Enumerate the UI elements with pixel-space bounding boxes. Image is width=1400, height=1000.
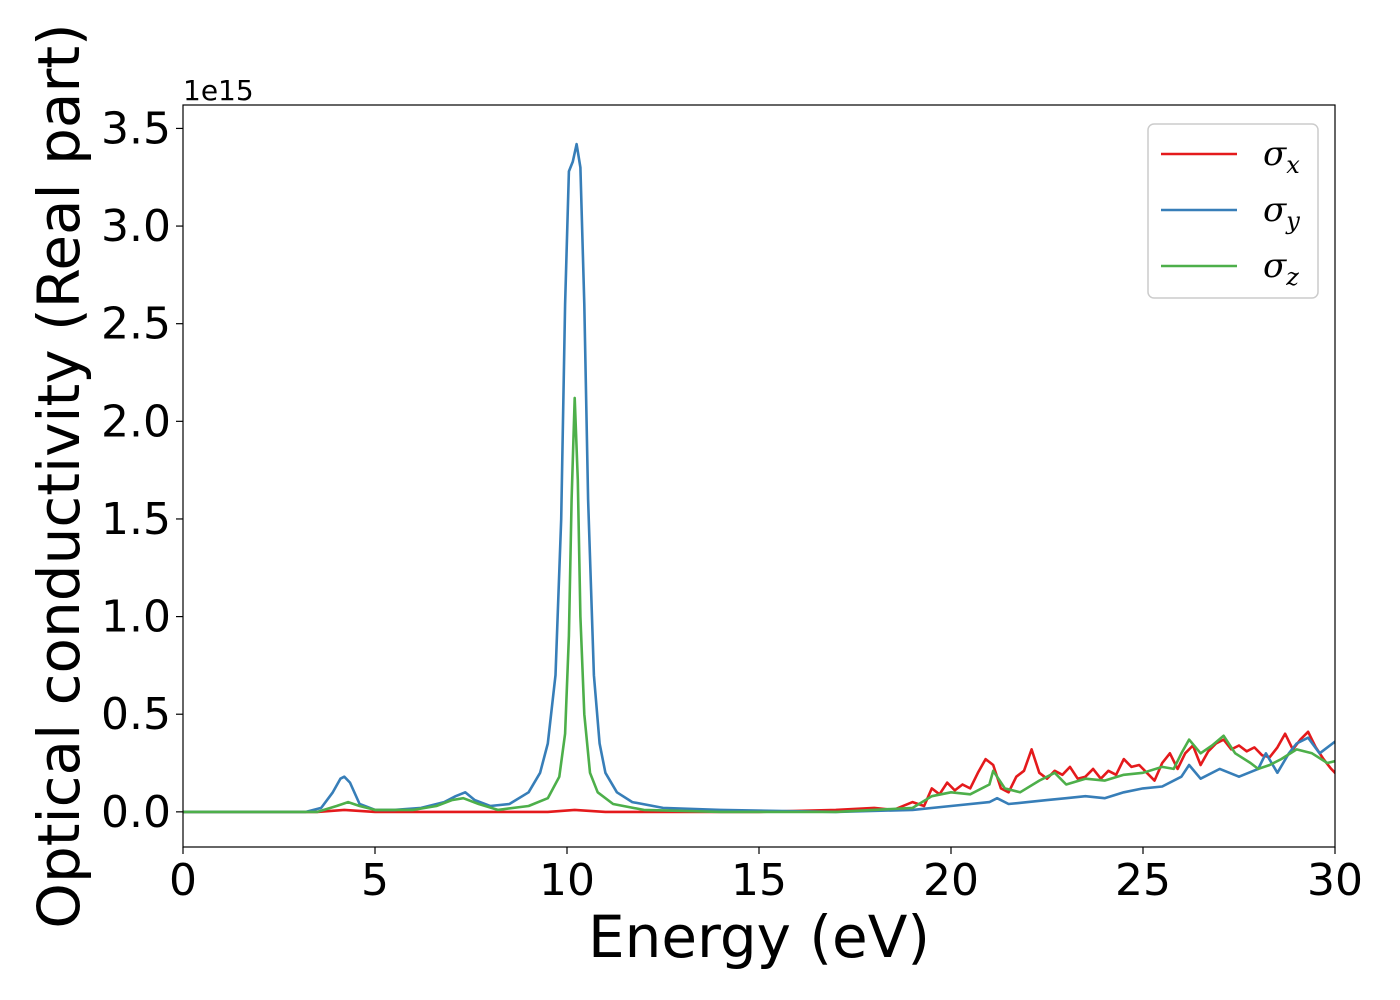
y-tick-label: 0.0: [101, 787, 171, 838]
plot-background: [183, 105, 1335, 847]
y-offset-label: 1e15: [183, 74, 254, 107]
x-tick-label: 0: [169, 855, 197, 906]
x-tick-label: 25: [1115, 855, 1171, 906]
y-axis-label: Optical conductivity (Real part): [25, 23, 93, 928]
y-tick-label: 2.0: [101, 396, 171, 447]
legend-label-y: σy: [1263, 190, 1300, 235]
x-axis-label: Energy (eV): [588, 903, 930, 971]
x-tick-label: 10: [539, 855, 595, 906]
series-line-y: [183, 142, 1335, 814]
y-tick-label: 0.5: [101, 689, 171, 740]
y-axis: 0.0 0.5 1.0 1.5 2.0 2.5 3.0 3.5: [101, 103, 183, 838]
legend: σx σy σz: [1147, 123, 1319, 299]
series-layer: [183, 142, 1335, 814]
y-tick-label: 3.5: [101, 103, 171, 154]
x-tick-label: 15: [731, 855, 787, 906]
y-tick-label: 1.0: [101, 592, 171, 643]
y-tick-label: 2.5: [101, 299, 171, 350]
y-tick-label: 3.0: [101, 201, 171, 252]
y-tick-label: 1.5: [101, 494, 171, 545]
x-tick-label: 20: [923, 855, 979, 906]
legend-label-z: σz: [1263, 246, 1299, 291]
x-tick-label: 5: [361, 855, 389, 906]
series-line-z: [183, 396, 1335, 814]
x-tick-label: 30: [1307, 855, 1363, 906]
legend-label-x: σx: [1263, 134, 1300, 179]
x-axis: 0 5 10 15 20 25 30: [169, 847, 1363, 906]
